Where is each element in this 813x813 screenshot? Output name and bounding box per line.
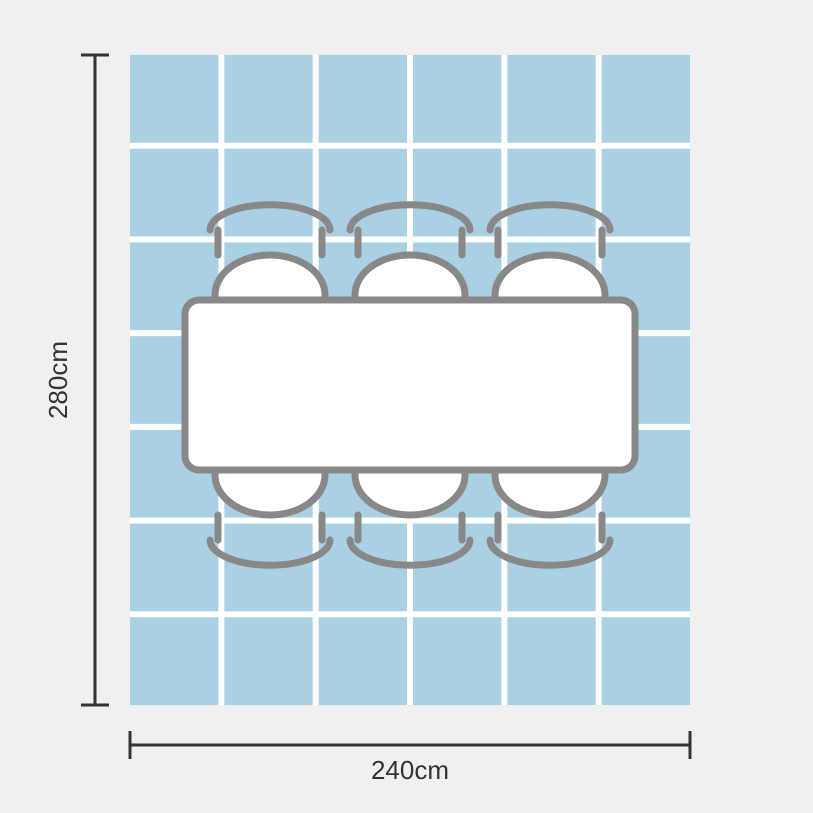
floor-plan-diagram: 280cm 240cm [0,0,813,813]
diagram-svg: 280cm 240cm [0,0,813,813]
height-dimension-label: 280cm [43,341,73,419]
width-dimension-label: 240cm [371,755,449,785]
dining-table [185,300,635,470]
